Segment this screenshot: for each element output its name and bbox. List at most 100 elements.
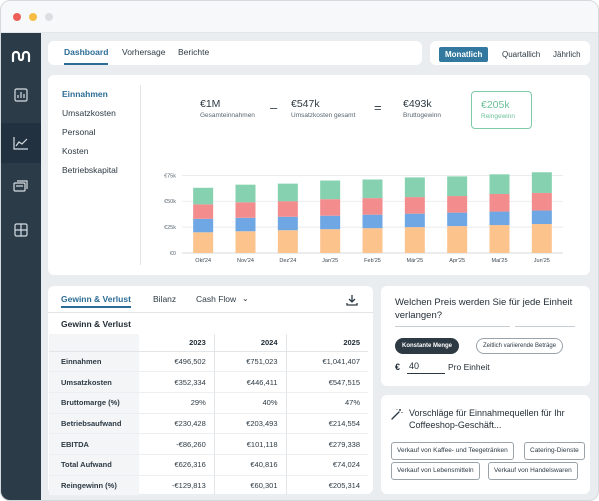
cards-icon bbox=[13, 180, 28, 192]
pl-cell: €751,023 bbox=[214, 351, 287, 373]
minimize-dot[interactable] bbox=[29, 13, 37, 21]
pl-row-label: Total Aufwand bbox=[49, 454, 139, 476]
bar-segment[interactable] bbox=[277, 183, 298, 202]
bar-segment[interactable] bbox=[531, 224, 552, 253]
suggestion-tag-coffee-tea[interactable]: Verkauf von Kaffee- und Teegetränken bbox=[391, 442, 514, 460]
bar-segment[interactable] bbox=[235, 184, 256, 203]
bar-segment[interactable] bbox=[489, 211, 510, 226]
bar-segment[interactable] bbox=[362, 198, 383, 215]
metric-item-personal[interactable]: Personal bbox=[62, 127, 96, 137]
metric-item-umsatzkosten[interactable]: Umsatzkosten bbox=[62, 108, 116, 118]
pl-cell: €230,428 bbox=[139, 413, 215, 435]
price-input[interactable]: 40 bbox=[407, 359, 445, 374]
table-row: Total Aufwand €626,316 €40,816 €74,024 bbox=[49, 454, 368, 476]
bar-segment[interactable] bbox=[489, 193, 510, 212]
tab-berichte[interactable]: Berichte bbox=[178, 47, 210, 57]
tab-vorhersage[interactable]: Vorhersage bbox=[122, 47, 166, 57]
sidebar-item-grid[interactable] bbox=[1, 210, 41, 250]
bar-segment[interactable] bbox=[193, 232, 214, 253]
pl-cell: €279,338 bbox=[286, 433, 368, 455]
table-row: Einnahmen €496,502 €751,023 €1,041,407 bbox=[49, 351, 368, 373]
sidebar-item-cards[interactable] bbox=[1, 166, 41, 206]
equals-sign: = bbox=[374, 100, 382, 115]
tab-gewinn-verlust[interactable]: Gewinn & Verlust bbox=[61, 294, 131, 308]
bar-segment[interactable] bbox=[447, 176, 468, 197]
bar-segment[interactable] bbox=[447, 196, 468, 213]
logo-icon[interactable] bbox=[1, 36, 41, 76]
revenue-stacked-bar-chart: €0 €25k €50k €75k Okt'24 Nov'24 Dez'24 Jan'25 Fe… bbox=[164, 172, 563, 264]
sidebar-item-reports[interactable] bbox=[1, 75, 41, 115]
pl-cell: €60,301 bbox=[214, 475, 287, 497]
bar-segment[interactable] bbox=[193, 218, 214, 233]
period-yearly-button[interactable]: Jährlich bbox=[553, 50, 581, 59]
bar-segment[interactable] bbox=[193, 204, 214, 219]
tab-cash-flow[interactable]: Cash Flow bbox=[196, 294, 237, 304]
x-tick-label: Apr'25 bbox=[449, 258, 465, 264]
sidebar-item-analytics[interactable] bbox=[1, 123, 41, 163]
bar-segment[interactable] bbox=[489, 225, 510, 253]
bar-segment[interactable] bbox=[362, 228, 383, 253]
bar-segment[interactable] bbox=[320, 215, 341, 230]
chip-constant-amount[interactable]: Konstante Menge bbox=[395, 338, 460, 354]
metric-item-einnahmen[interactable]: Einnahmen bbox=[62, 89, 108, 99]
pl-header-row: 2023 2024 2025 bbox=[49, 334, 368, 352]
chevron-down-icon[interactable]: ⌄ bbox=[242, 294, 249, 303]
bar-segment[interactable] bbox=[404, 213, 425, 228]
maximize-dot[interactable] bbox=[45, 13, 53, 21]
bar-segment[interactable] bbox=[404, 227, 425, 253]
y-tick-label: €50k bbox=[164, 199, 176, 205]
pl-cell: €547,515 bbox=[286, 371, 368, 393]
pl-cell: 29% bbox=[139, 392, 215, 414]
suggestion-tag-catering[interactable]: Catering-Dienste bbox=[524, 442, 585, 460]
divider bbox=[395, 326, 510, 327]
bar-segment[interactable] bbox=[404, 197, 425, 214]
chip-variable-amount[interactable]: Zeitlich variierende Beträge bbox=[476, 338, 564, 354]
period-monthly-button[interactable]: Monatlich bbox=[439, 47, 489, 62]
pl-cell: €203,493 bbox=[214, 413, 287, 435]
bar-segment[interactable] bbox=[447, 212, 468, 227]
bar-segment[interactable] bbox=[320, 180, 341, 200]
bar-segment[interactable] bbox=[489, 174, 510, 194]
pl-header-2023: 2023 bbox=[139, 334, 215, 352]
pl-cell: €74,024 bbox=[286, 454, 368, 476]
x-tick-label: Nov'24 bbox=[237, 258, 254, 264]
bar-segment[interactable] bbox=[362, 179, 383, 199]
bar-segment[interactable] bbox=[277, 230, 298, 253]
metric-item-betriebskapital[interactable]: Betriebskapital bbox=[62, 165, 118, 175]
tab-dashboard[interactable]: Dashboard bbox=[64, 41, 109, 65]
pl-cell: 40% bbox=[214, 392, 287, 414]
pl-cell: €496,502 bbox=[139, 351, 215, 373]
bar-segment[interactable] bbox=[277, 216, 298, 231]
bar-segment[interactable] bbox=[531, 172, 552, 193]
suggestion-tag-food[interactable]: Verkauf von Lebensmitteln bbox=[391, 462, 480, 480]
kpi-net-card[interactable]: €205k Reingewinn bbox=[471, 91, 532, 129]
bar-segment[interactable] bbox=[404, 177, 425, 198]
bar-segment[interactable] bbox=[320, 199, 341, 216]
bar-segment[interactable] bbox=[447, 226, 468, 253]
currency-symbol: € bbox=[395, 362, 401, 372]
x-tick-label: Dez'24 bbox=[279, 258, 296, 264]
suggestion-tag-merchandise[interactable]: Verkauf von Handelswaren bbox=[488, 462, 578, 480]
bar-segment[interactable] bbox=[235, 202, 256, 218]
download-icon[interactable] bbox=[344, 292, 360, 308]
bar-segment[interactable] bbox=[362, 214, 383, 229]
bar-segment[interactable] bbox=[277, 201, 298, 217]
y-tick-label: €25k bbox=[164, 225, 176, 231]
bar-segment[interactable] bbox=[193, 187, 214, 205]
close-dot[interactable] bbox=[13, 13, 21, 21]
metric-item-kosten[interactable]: Kosten bbox=[62, 146, 89, 156]
period-quarterly-button[interactable]: Quartallich bbox=[502, 50, 541, 59]
kpi-revenue-value: €1M bbox=[200, 98, 221, 110]
kpi-net-label: Reingewinn bbox=[481, 113, 515, 120]
bar-segment[interactable] bbox=[531, 210, 552, 225]
bar-segment[interactable] bbox=[235, 217, 256, 232]
tab-bilanz[interactable]: Bilanz bbox=[153, 294, 177, 304]
pl-header-blank bbox=[49, 334, 139, 352]
x-tick-label: Mär'25 bbox=[407, 258, 424, 264]
x-tick-label: Feb'25 bbox=[364, 258, 381, 264]
x-tick-label: Jan'25 bbox=[322, 258, 338, 264]
bar-segment[interactable] bbox=[235, 231, 256, 253]
bar-segment[interactable] bbox=[320, 229, 341, 253]
bar-segment[interactable] bbox=[531, 192, 552, 211]
pl-cell: 47% bbox=[286, 392, 368, 414]
